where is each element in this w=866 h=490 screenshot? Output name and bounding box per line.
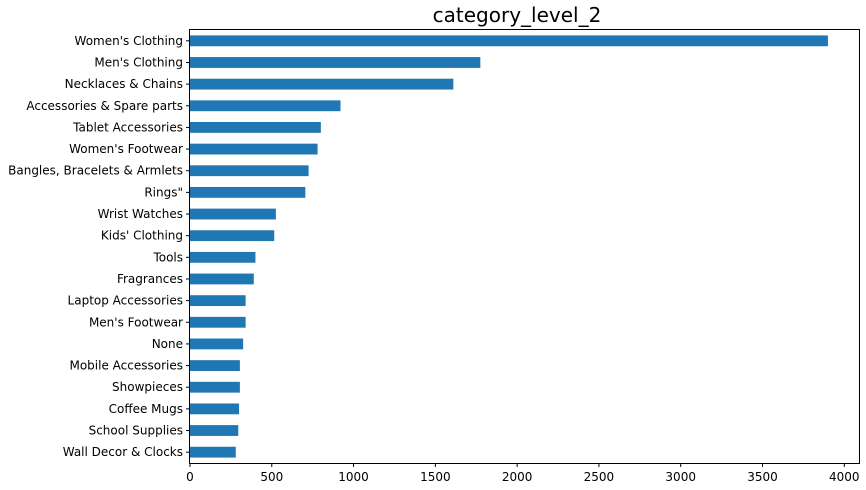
bar <box>190 446 236 458</box>
y-tick-label: Bangles, Bracelets & Armlets <box>8 164 183 178</box>
bar <box>190 57 481 68</box>
x-tick-label: 1000 <box>338 470 369 484</box>
x-tick-label: 2000 <box>502 470 533 484</box>
y-tick-label: Tablet Accessories <box>72 120 183 134</box>
bar <box>190 251 256 263</box>
bar <box>190 295 246 307</box>
y-tick-label: Men's Footwear <box>89 315 183 329</box>
y-tick-label: Laptop Accessories <box>68 294 183 308</box>
y-tick-label: Rings" <box>144 185 183 199</box>
x-tick-label: 0 <box>186 470 194 484</box>
y-tick-label: Women's Footwear <box>69 142 183 156</box>
bar <box>190 273 254 285</box>
y-tick-label: Coffee Mugs <box>109 402 183 416</box>
bar <box>190 338 244 350</box>
chart-title: category_level_2 <box>433 3 602 27</box>
bar <box>190 230 275 242</box>
y-tick-label: Kids' Clothing <box>101 229 183 243</box>
x-tick-label: 2500 <box>584 470 615 484</box>
x-tick-label: 4000 <box>829 470 860 484</box>
bar <box>190 35 828 47</box>
x-tick-label: 3500 <box>747 470 778 484</box>
bar <box>190 122 321 133</box>
y-tick-label: School Supplies <box>89 424 183 438</box>
bar <box>190 165 309 177</box>
bar <box>190 403 240 415</box>
y-tick-label: Tools <box>152 250 183 264</box>
y-tick-label: Accessories & Spare parts <box>26 99 183 113</box>
bar <box>190 360 240 371</box>
plot-frame <box>189 29 860 464</box>
y-tick-label: Wall Decor & Clocks <box>63 445 183 459</box>
y-tick-label: Men's Clothing <box>94 55 183 69</box>
bar <box>190 100 341 112</box>
bar <box>190 186 306 198</box>
y-tick-label: Necklaces & Chains <box>65 77 183 91</box>
x-tick-label: 1500 <box>420 470 451 484</box>
y-tick-label: Fragrances <box>117 272 183 286</box>
bar <box>190 208 276 220</box>
y-axis: Women's Clothing Men's Clothing Necklaces … <box>8 34 190 459</box>
y-tick-label: None <box>152 337 183 351</box>
y-tick-label: Showpieces <box>112 380 183 394</box>
y-tick-label: Wrist Watches <box>98 207 183 221</box>
y-tick-label: Women's Clothing <box>75 34 183 48</box>
x-tick-label: 500 <box>260 470 283 484</box>
bar <box>190 381 240 393</box>
bar <box>190 143 318 155</box>
bar <box>190 425 239 436</box>
bars-group <box>190 35 828 458</box>
x-axis: 0 500 1000 1500 2000 2500 3000 3500 4000 <box>186 463 860 484</box>
x-tick-label: 3000 <box>665 470 696 484</box>
y-tick-label: Mobile Accessories <box>69 359 183 373</box>
bar <box>190 316 246 328</box>
bar <box>190 78 454 90</box>
